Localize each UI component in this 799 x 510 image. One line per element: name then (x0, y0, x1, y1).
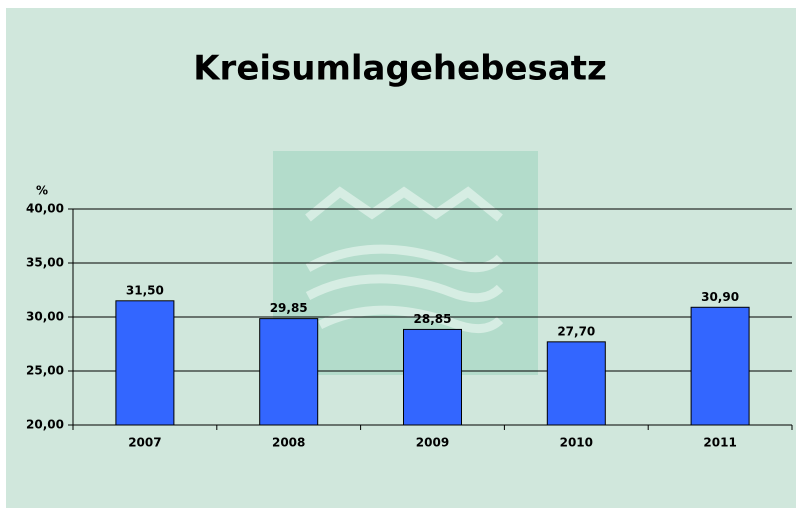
bar (546, 341, 606, 426)
bar (690, 306, 750, 426)
x-tick-label: 2007 (128, 436, 161, 450)
y-tick-label: 20,00 (26, 418, 64, 432)
y-tick-label: 40,00 (26, 202, 64, 216)
value-label: 31,50 (126, 283, 164, 297)
value-label: 27,70 (557, 324, 595, 338)
chart-title: Kreisumlagehebesatz (193, 49, 607, 89)
x-tick-label: 2009 (416, 436, 449, 450)
value-label: 29,85 (270, 301, 308, 315)
y-axis-label: % (36, 184, 48, 198)
x-tick-label: 2008 (272, 436, 305, 450)
x-tick-label: 2011 (703, 436, 736, 450)
y-tick-label: 30,00 (26, 310, 64, 324)
y-tick-label: 35,00 (26, 256, 64, 270)
value-label: 30,90 (701, 290, 739, 304)
bar (259, 318, 319, 426)
x-tick-label: 2010 (560, 436, 593, 450)
value-label: 28,85 (414, 312, 452, 326)
bar (115, 300, 175, 426)
bar (403, 328, 462, 426)
y-tick-label: 25,00 (26, 364, 64, 378)
